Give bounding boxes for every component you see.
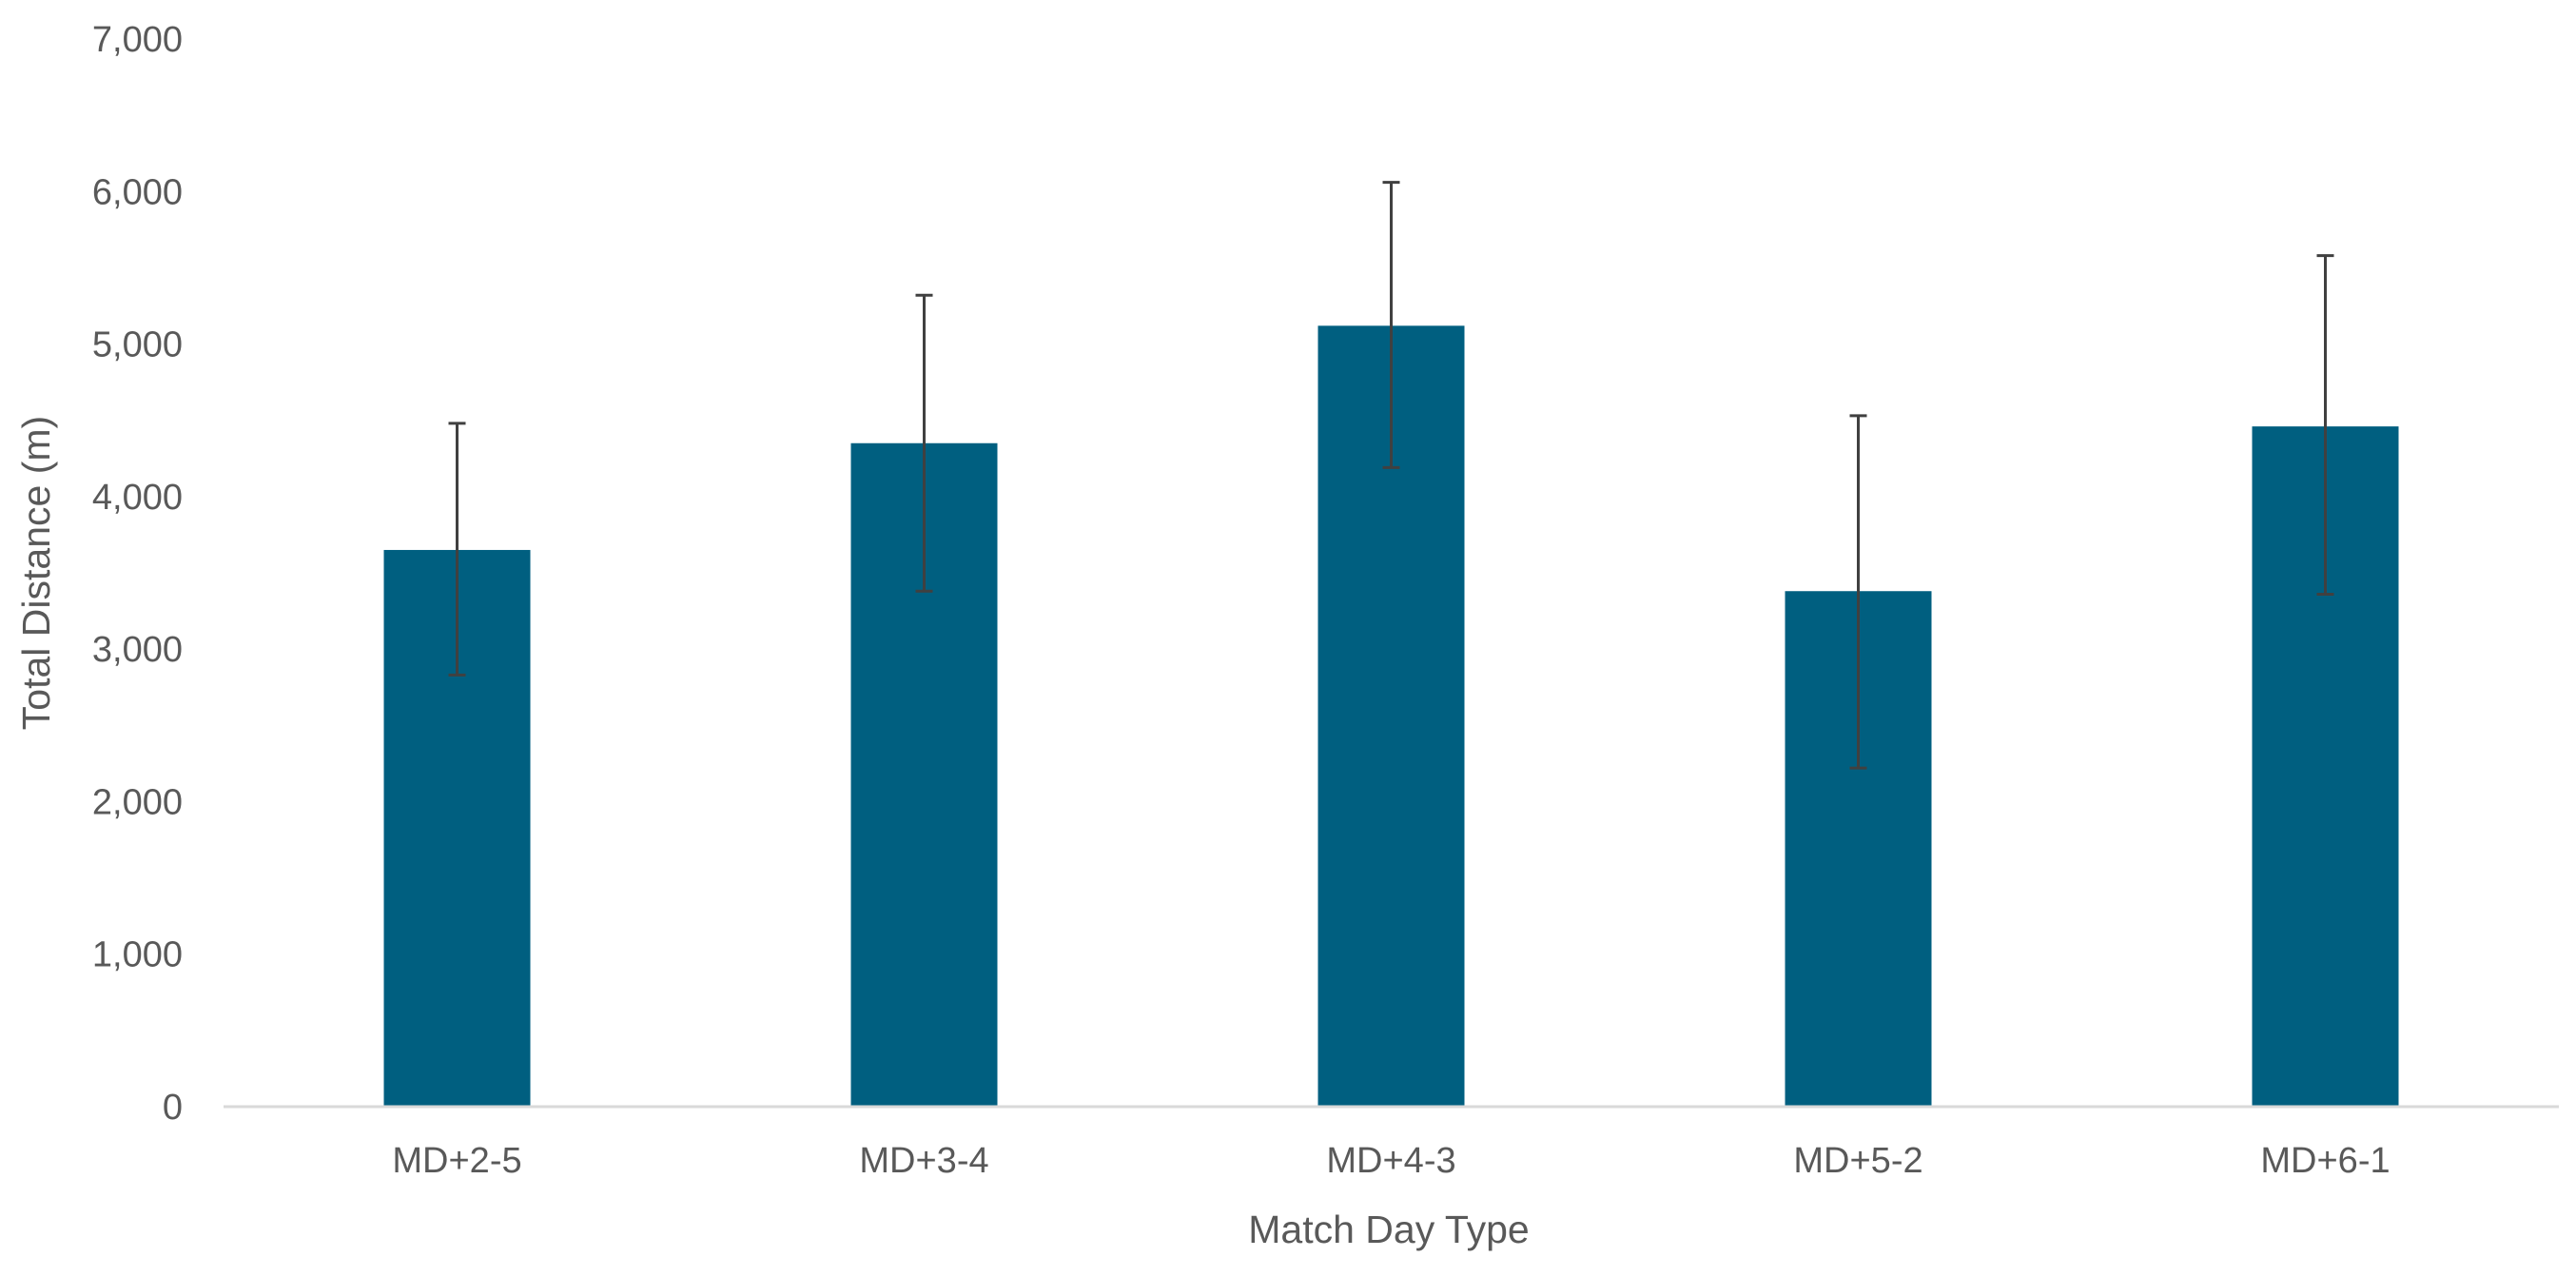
error-bar bbox=[2316, 254, 2334, 596]
y-tick-label: 6,000 bbox=[92, 172, 183, 212]
y-tick-label: 2,000 bbox=[92, 782, 183, 822]
error-bar bbox=[1382, 181, 1400, 469]
x-axis-title: Match Day Type bbox=[1248, 1208, 1530, 1251]
y-axis-ticks: 0 1,000 2,000 3,000 4,000 5,000 6,000 7,000 bbox=[92, 20, 183, 1128]
error-bar bbox=[915, 293, 933, 593]
error-bar bbox=[1849, 414, 1867, 770]
y-tick-label: 5,000 bbox=[92, 325, 183, 365]
error-bars-group bbox=[448, 181, 2334, 770]
y-tick-label: 7,000 bbox=[92, 20, 183, 60]
y-tick-label: 0 bbox=[163, 1088, 183, 1128]
y-tick-label: 1,000 bbox=[92, 935, 183, 975]
x-tick-label: MD+4-3 bbox=[1326, 1141, 1455, 1181]
x-tick-label: MD+2-5 bbox=[392, 1141, 521, 1181]
x-tick-label: MD+3-4 bbox=[859, 1141, 988, 1181]
y-tick-label: 4,000 bbox=[92, 478, 183, 518]
error-bar bbox=[448, 422, 466, 677]
x-axis-ticks: MD+2-5 MD+3-4 MD+4-3 MD+5-2 MD+6-1 bbox=[392, 1141, 2390, 1181]
x-tick-label: MD+6-1 bbox=[2260, 1141, 2390, 1181]
y-tick-label: 3,000 bbox=[92, 630, 183, 670]
y-axis-title: Total Distance (m) bbox=[14, 416, 58, 730]
x-tick-label: MD+5-2 bbox=[1793, 1141, 1922, 1181]
